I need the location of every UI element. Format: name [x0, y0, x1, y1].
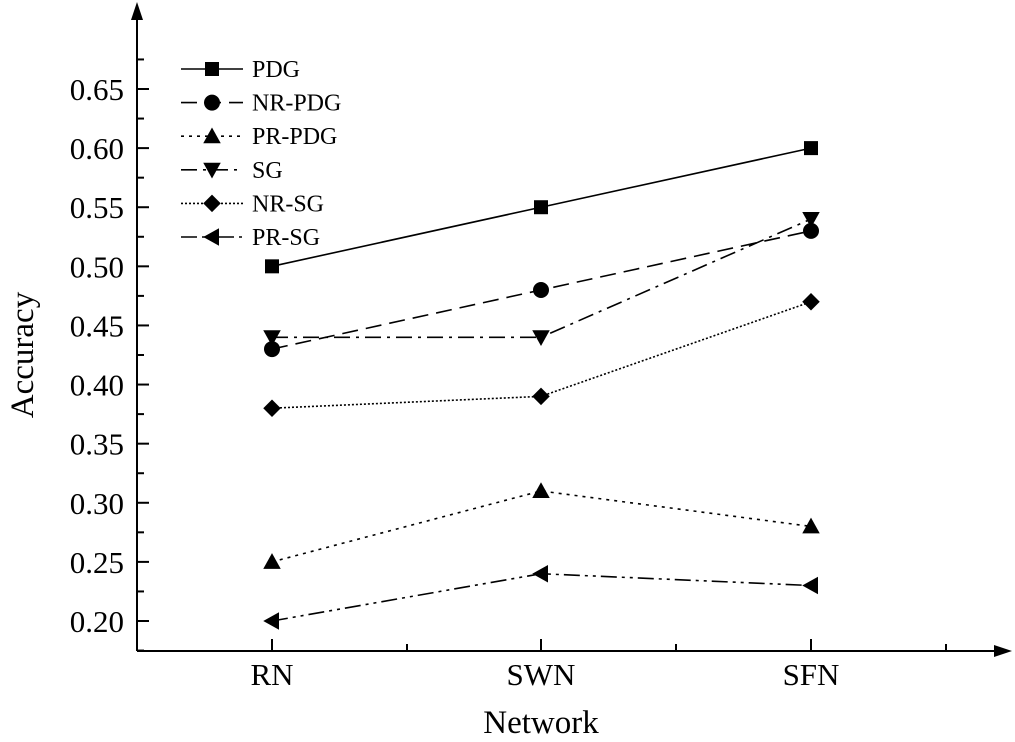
y-axis-title: Accuracy: [5, 291, 41, 418]
point-pr-pdg-sfn: [802, 517, 820, 534]
axes: [131, 2, 1012, 657]
point-pdg-swn: [534, 200, 548, 215]
legend-marker-pr-pdg: [203, 127, 221, 144]
point-pr-sg-swn: [532, 564, 548, 583]
x-axis-arrow: [994, 645, 1012, 657]
y-tick-label: 0.65: [70, 72, 124, 107]
y-tick-label: 0.40: [70, 368, 124, 403]
legend-item-pdg: PDG: [181, 57, 300, 83]
point-pr-pdg-swn: [532, 482, 550, 498]
legend-marker-nr-pdg: [204, 94, 220, 111]
point-nr-pdg-swn: [533, 281, 549, 298]
legend-item-nr-sg: NR-SG: [181, 191, 324, 217]
point-sg-swn: [532, 330, 550, 347]
y-tick-label: 0.45: [70, 308, 124, 343]
point-pdg-rn: [265, 259, 279, 274]
legend-label-nr-pdg: NR-PDG: [252, 91, 341, 117]
point-nr-pdg-sfn: [803, 222, 819, 239]
point-nr-sg-swn: [532, 387, 550, 406]
legend-label-pr-sg: PR-SG: [252, 225, 320, 251]
y-axis-arrow: [131, 2, 143, 20]
y-tick-label: 0.55: [70, 190, 124, 225]
point-pr-sg-sfn: [802, 576, 818, 595]
series-line-sg: [272, 218, 812, 339]
legend-marker-nr-sg: [203, 194, 221, 213]
legend-marker-pdg: [205, 62, 219, 76]
series-sg: [263, 212, 820, 347]
legend: PDG NR-PDG PR-PDG SG NR-SG PR-SG: [181, 57, 341, 251]
x-axis-title: Network: [483, 705, 599, 741]
legend-label-pr-pdg: PR-PDG: [252, 124, 337, 150]
y-tick-label: 0.35: [70, 427, 124, 462]
x-tick-label-sfn: SFN: [783, 657, 840, 692]
point-pr-pdg-rn: [263, 553, 281, 569]
legend-marker-pr-sg: [203, 228, 219, 246]
legend-label-pdg: PDG: [252, 57, 300, 83]
series-line-pr-sg: [271, 572, 812, 622]
point-pdg-sfn: [804, 141, 818, 156]
series-group: [263, 141, 820, 630]
series-line-pr-pdg: [271, 490, 812, 563]
point-nr-sg-rn: [263, 399, 281, 417]
point-nr-pdg-rn: [264, 341, 280, 358]
y-ticks: 0.20 0.25 0.30 0.35 0.40 0.45 0.50 0.55 0.60 0.65: [70, 58, 149, 652]
y-tick-label: 0.25: [70, 545, 124, 580]
legend-marker-sg: [203, 162, 221, 179]
legend-item-nr-pdg: NR-PDG: [181, 91, 341, 117]
y-tick-label: 0.20: [70, 604, 124, 639]
legend-item-pr-sg: PR-SG: [181, 225, 320, 251]
series-nr-sg: [263, 293, 820, 417]
series-nr-pdg: [264, 222, 819, 358]
x-ticks: RN SWN SFN: [250, 639, 947, 692]
legend-label-nr-sg: NR-SG: [252, 191, 324, 217]
point-sg-rn: [263, 330, 281, 347]
point-pr-sg-rn: [263, 612, 279, 630]
series-pdg: [265, 141, 818, 274]
point-sg-sfn: [802, 212, 820, 228]
legend-item-sg: SG: [181, 158, 283, 184]
y-tick-label: 0.50: [70, 249, 124, 284]
legend-item-pr-pdg: PR-PDG: [181, 124, 337, 150]
legend-label-sg: SG: [252, 158, 283, 184]
point-nr-sg-sfn: [802, 293, 820, 311]
x-tick-label-rn: RN: [250, 657, 293, 692]
series-pr-sg: [263, 564, 818, 630]
series-pr-pdg: [263, 482, 820, 569]
x-tick-label-swn: SWN: [507, 657, 576, 692]
y-tick-label: 0.60: [70, 131, 124, 166]
y-tick-label: 0.30: [70, 486, 124, 521]
